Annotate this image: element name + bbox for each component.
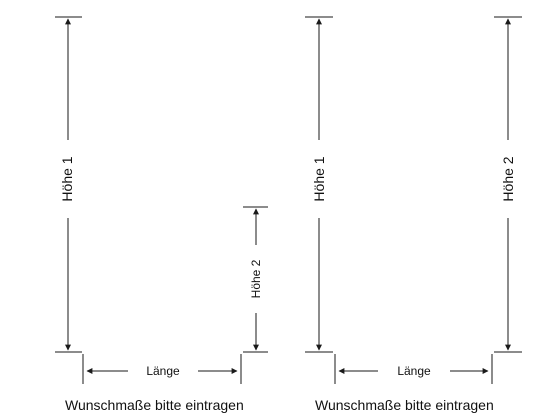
left-diagram xyxy=(55,16,268,384)
right-height2-label: Höhe 2 xyxy=(500,156,516,201)
right-diagram xyxy=(305,16,522,384)
right-caption: Wunschmaße bitte eintragen xyxy=(315,397,494,413)
right-height1-label: Höhe 1 xyxy=(311,156,327,201)
left-height2-label: Höhe 2 xyxy=(249,259,263,298)
right-length-label: Länge xyxy=(397,364,431,378)
left-caption: Wunschmaße bitte eintragen xyxy=(65,397,244,413)
left-height1-label: Höhe 1 xyxy=(59,156,75,201)
left-length-label: Länge xyxy=(146,364,180,378)
